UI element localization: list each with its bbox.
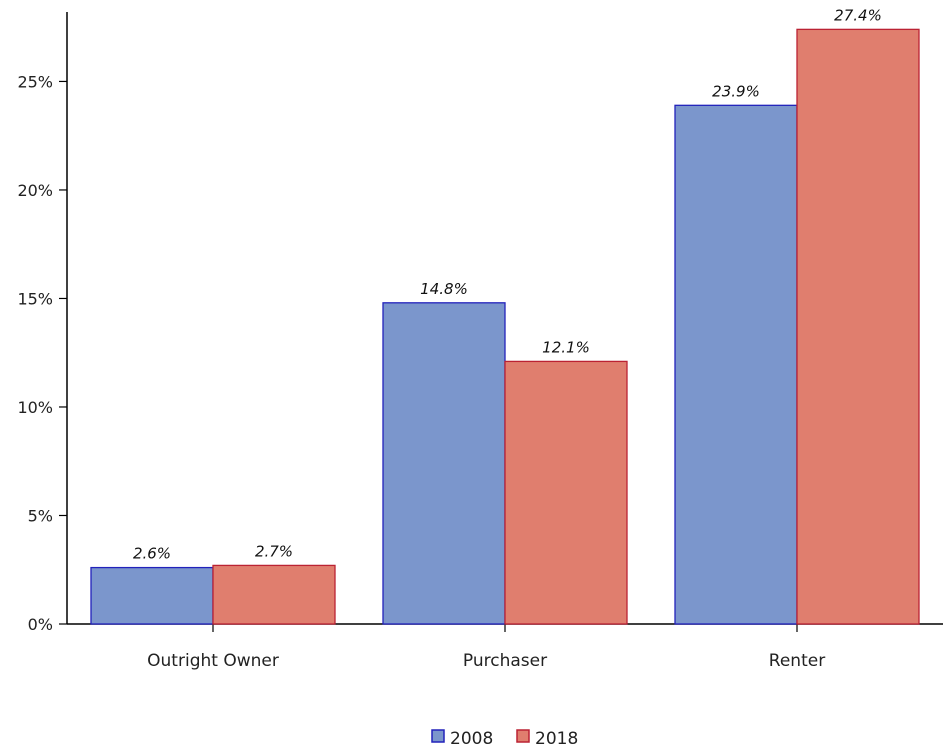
data-label: 12.1% (542, 338, 590, 356)
data-label: 14.8% (420, 280, 468, 298)
legend-swatch (431, 729, 445, 743)
bar (90, 566, 214, 625)
bar (504, 360, 628, 625)
legend-swatch (516, 729, 530, 743)
legend: 2008 2018 (431, 729, 578, 749)
bar (382, 302, 506, 625)
y-tick-label: 25% (17, 72, 53, 91)
data-label: 27.4% (834, 6, 882, 24)
y-axis: 0% 5% 10% 15% 20% 25% (17, 12, 68, 634)
y-tick-label: 20% (17, 181, 53, 200)
data-label: 2.7% (255, 542, 293, 560)
legend-label: 2008 (450, 729, 493, 749)
y-tick-label: 15% (17, 289, 53, 308)
y-tick-label: 10% (17, 398, 53, 417)
x-tick-label: Purchaser (463, 651, 547, 671)
x-axis: Outright Owner Purchaser Renter (67, 623, 943, 671)
legend-label: 2018 (535, 729, 578, 749)
data-label: 23.9% (712, 82, 760, 100)
y-tick-label: 5% (28, 506, 53, 525)
data-label: 2.6% (133, 545, 171, 563)
bars (90, 28, 920, 625)
bar (796, 28, 920, 625)
x-tick-label: Outright Owner (147, 651, 279, 671)
bar (212, 564, 336, 625)
data-labels: 2.6% 2.7% 14.8% 12.1% 23.9% 27.4% (133, 6, 882, 562)
y-tick-label: 0% (28, 615, 53, 634)
bar (674, 104, 798, 625)
x-tick-label: Renter (769, 651, 825, 671)
